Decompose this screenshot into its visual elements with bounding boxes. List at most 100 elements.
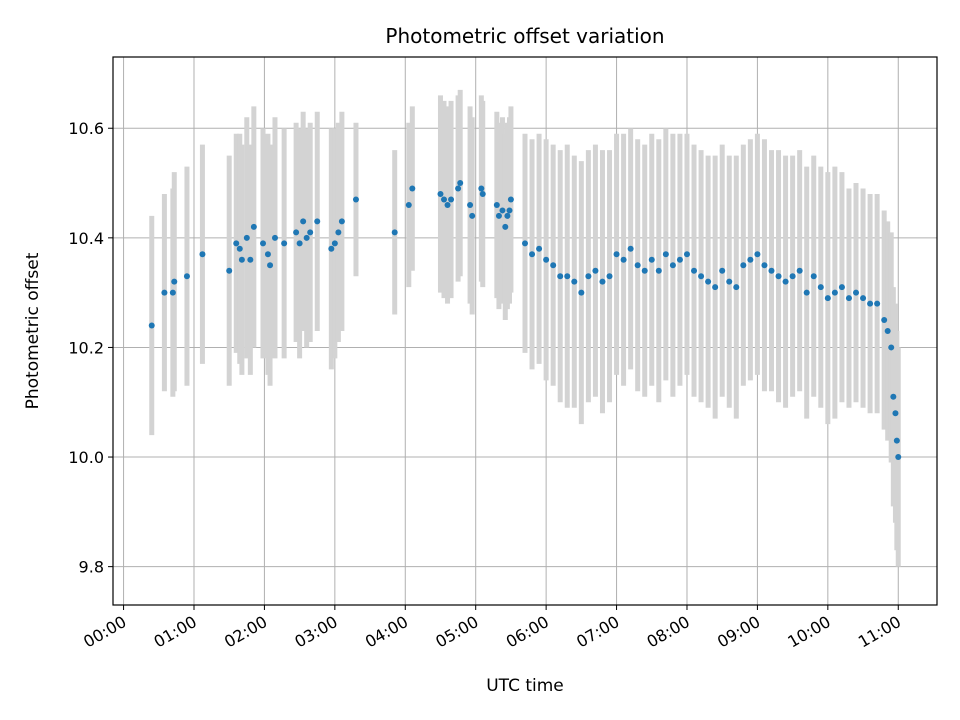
data-point	[564, 273, 571, 280]
y-tick-label: 10.0	[68, 448, 104, 467]
data-point	[169, 289, 176, 296]
data-point	[888, 344, 895, 351]
y-tick-label: 10.2	[68, 338, 104, 357]
data-point	[761, 262, 768, 269]
data-point	[712, 284, 719, 291]
data-point	[469, 212, 476, 219]
data-point	[860, 295, 867, 302]
data-point	[895, 454, 902, 461]
data-point	[648, 256, 655, 263]
data-point	[705, 278, 712, 285]
data-point	[571, 278, 578, 285]
data-point	[845, 295, 852, 302]
data-point	[890, 393, 897, 400]
data-point	[726, 278, 733, 285]
data-point	[437, 191, 444, 197]
x-axis-label: UTC time	[486, 676, 564, 696]
data-point	[606, 273, 613, 280]
data-point	[557, 273, 564, 280]
data-point	[495, 212, 502, 219]
plot-frame	[112, 56, 938, 606]
data-point	[817, 284, 824, 291]
data-point	[338, 218, 345, 225]
data-point	[493, 201, 500, 208]
data-point	[599, 278, 606, 285]
data-point	[502, 223, 509, 230]
data-point	[303, 234, 310, 241]
data-point	[754, 251, 761, 258]
data-point	[536, 245, 543, 252]
data-point	[853, 289, 860, 296]
data-point	[789, 273, 796, 280]
data-point	[831, 289, 838, 296]
data-point	[260, 240, 267, 247]
data-point	[893, 437, 900, 444]
data-points	[148, 180, 902, 461]
data-point	[796, 267, 803, 274]
chart-title: Photometric offset variation	[385, 24, 664, 48]
data-point	[247, 256, 254, 263]
data-point	[444, 201, 451, 208]
data-point	[782, 278, 789, 285]
data-point	[307, 229, 314, 236]
data-point	[281, 240, 288, 247]
data-point	[226, 267, 233, 274]
data-point	[479, 191, 486, 197]
data-point	[250, 223, 257, 230]
data-point	[233, 240, 240, 247]
data-point	[267, 262, 274, 269]
data-point	[747, 256, 754, 263]
data-point	[441, 196, 448, 203]
data-point	[881, 317, 888, 324]
y-tick-label: 9.8	[79, 558, 104, 577]
data-point	[171, 278, 178, 285]
data-point	[874, 300, 881, 307]
data-point	[733, 284, 740, 291]
data-point	[499, 207, 506, 214]
data-point	[238, 256, 245, 263]
data-point	[613, 251, 620, 258]
data-point	[148, 322, 155, 329]
data-point	[352, 196, 359, 203]
data-point	[293, 229, 300, 236]
data-point	[691, 267, 698, 274]
data-point	[467, 201, 474, 208]
data-point	[236, 245, 243, 252]
data-point	[264, 251, 271, 258]
data-point	[892, 410, 899, 417]
data-point	[578, 289, 585, 296]
data-point	[620, 256, 627, 263]
data-point	[478, 185, 485, 192]
data-point	[296, 240, 303, 247]
data-point	[457, 180, 464, 187]
data-point	[314, 218, 321, 225]
data-point	[585, 273, 592, 280]
data-point	[300, 218, 307, 225]
data-point	[271, 234, 278, 241]
data-point	[550, 262, 557, 269]
data-point	[183, 273, 190, 280]
data-point	[448, 196, 455, 203]
data-point	[243, 234, 250, 241]
data-point	[824, 295, 831, 302]
data-point	[641, 267, 648, 274]
y-axis-label: Photometric offset	[23, 252, 43, 409]
data-point	[592, 267, 599, 274]
data-point	[719, 267, 726, 274]
data-point	[391, 229, 398, 236]
data-point	[409, 185, 416, 192]
data-point	[662, 251, 669, 258]
data-point	[627, 245, 634, 252]
data-point	[683, 251, 690, 258]
data-point	[655, 267, 662, 274]
data-point	[161, 289, 168, 296]
data-point	[669, 262, 676, 269]
data-point	[810, 273, 817, 280]
data-point	[455, 185, 462, 192]
data-point	[740, 262, 747, 269]
data-point	[543, 256, 550, 263]
data-point	[634, 262, 641, 269]
data-point	[529, 251, 536, 258]
data-point	[504, 212, 511, 219]
